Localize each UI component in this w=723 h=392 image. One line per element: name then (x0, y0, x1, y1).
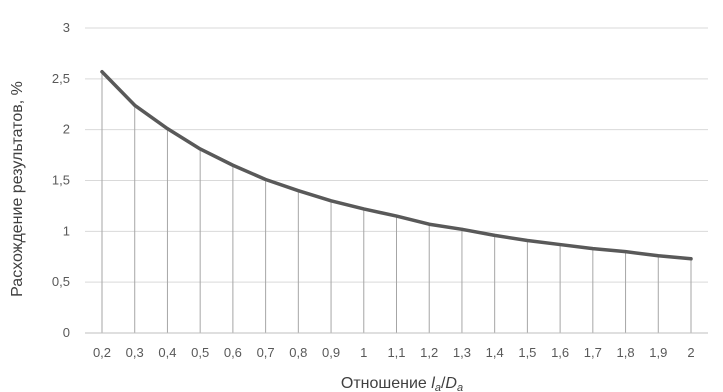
y-tick-label: 0 (63, 325, 70, 340)
gridlines (85, 27, 708, 283)
y-tick-label: 3 (63, 20, 70, 35)
data-point (395, 214, 398, 218)
x-tick-label: 0,3 (126, 345, 144, 360)
data-point (493, 233, 497, 237)
data-point (165, 127, 169, 131)
series-line (100, 69, 693, 261)
data-point (525, 238, 529, 242)
x-tick-label: 2 (687, 345, 694, 360)
data-point (264, 177, 268, 181)
x-tick-label: 1,9 (649, 345, 667, 360)
data-point (100, 70, 104, 74)
data-point (133, 103, 137, 107)
x-axis-title: Отношение la/Da (341, 375, 463, 392)
x-tick-label: 1,2 (420, 345, 438, 360)
data-point (198, 147, 202, 151)
drop-lines (101, 71, 692, 333)
y-tick-label: 2 (63, 122, 70, 137)
data-point (591, 247, 595, 251)
y-axis-title: Расхождение результатов, % (9, 81, 26, 297)
x-tick-label: 0,2 (93, 345, 111, 360)
x-tick-label: 0,7 (257, 345, 275, 360)
data-point (689, 257, 693, 261)
x-tick-label: 1,6 (551, 345, 569, 360)
data-point (362, 207, 366, 211)
x-tick-label: 0,9 (322, 345, 340, 360)
y-tick-labels: 0 0,5 1 1,5 2 2,5 3 (52, 20, 70, 340)
data-point (329, 199, 333, 203)
x-tick-label: 1,4 (486, 345, 504, 360)
x-tick-label: 0,4 (158, 345, 176, 360)
x-tick-label: 1,3 (453, 345, 471, 360)
x-tick-label: 0,8 (289, 345, 307, 360)
x-tick-label: 1,7 (584, 345, 602, 360)
data-point (460, 227, 464, 231)
x-tick-label: 1 (360, 345, 367, 360)
y-tick-label: 2,5 (52, 71, 70, 86)
x-tick-label: 0,5 (191, 345, 209, 360)
data-point (624, 250, 628, 254)
x-tick-label: 1,5 (518, 345, 536, 360)
data-point (427, 222, 431, 226)
y-tick-label: 1 (63, 223, 70, 238)
x-tick-label: 1,1 (387, 345, 405, 360)
data-point (558, 243, 562, 247)
y-tick-label: 1,5 (52, 173, 70, 188)
y-tick-label: 0,5 (52, 274, 70, 289)
x-tick-labels: 0,2 0,3 0,4 0,5 0,6 0,7 0,8 0,9 1 1,1 1,2 1,3 1,4 1,5… (93, 345, 695, 360)
data-point (231, 163, 235, 167)
data-point (296, 189, 300, 193)
x-tick-label: 0,6 (224, 345, 242, 360)
x-tick-label: 1,8 (617, 345, 635, 360)
data-point (656, 254, 660, 258)
